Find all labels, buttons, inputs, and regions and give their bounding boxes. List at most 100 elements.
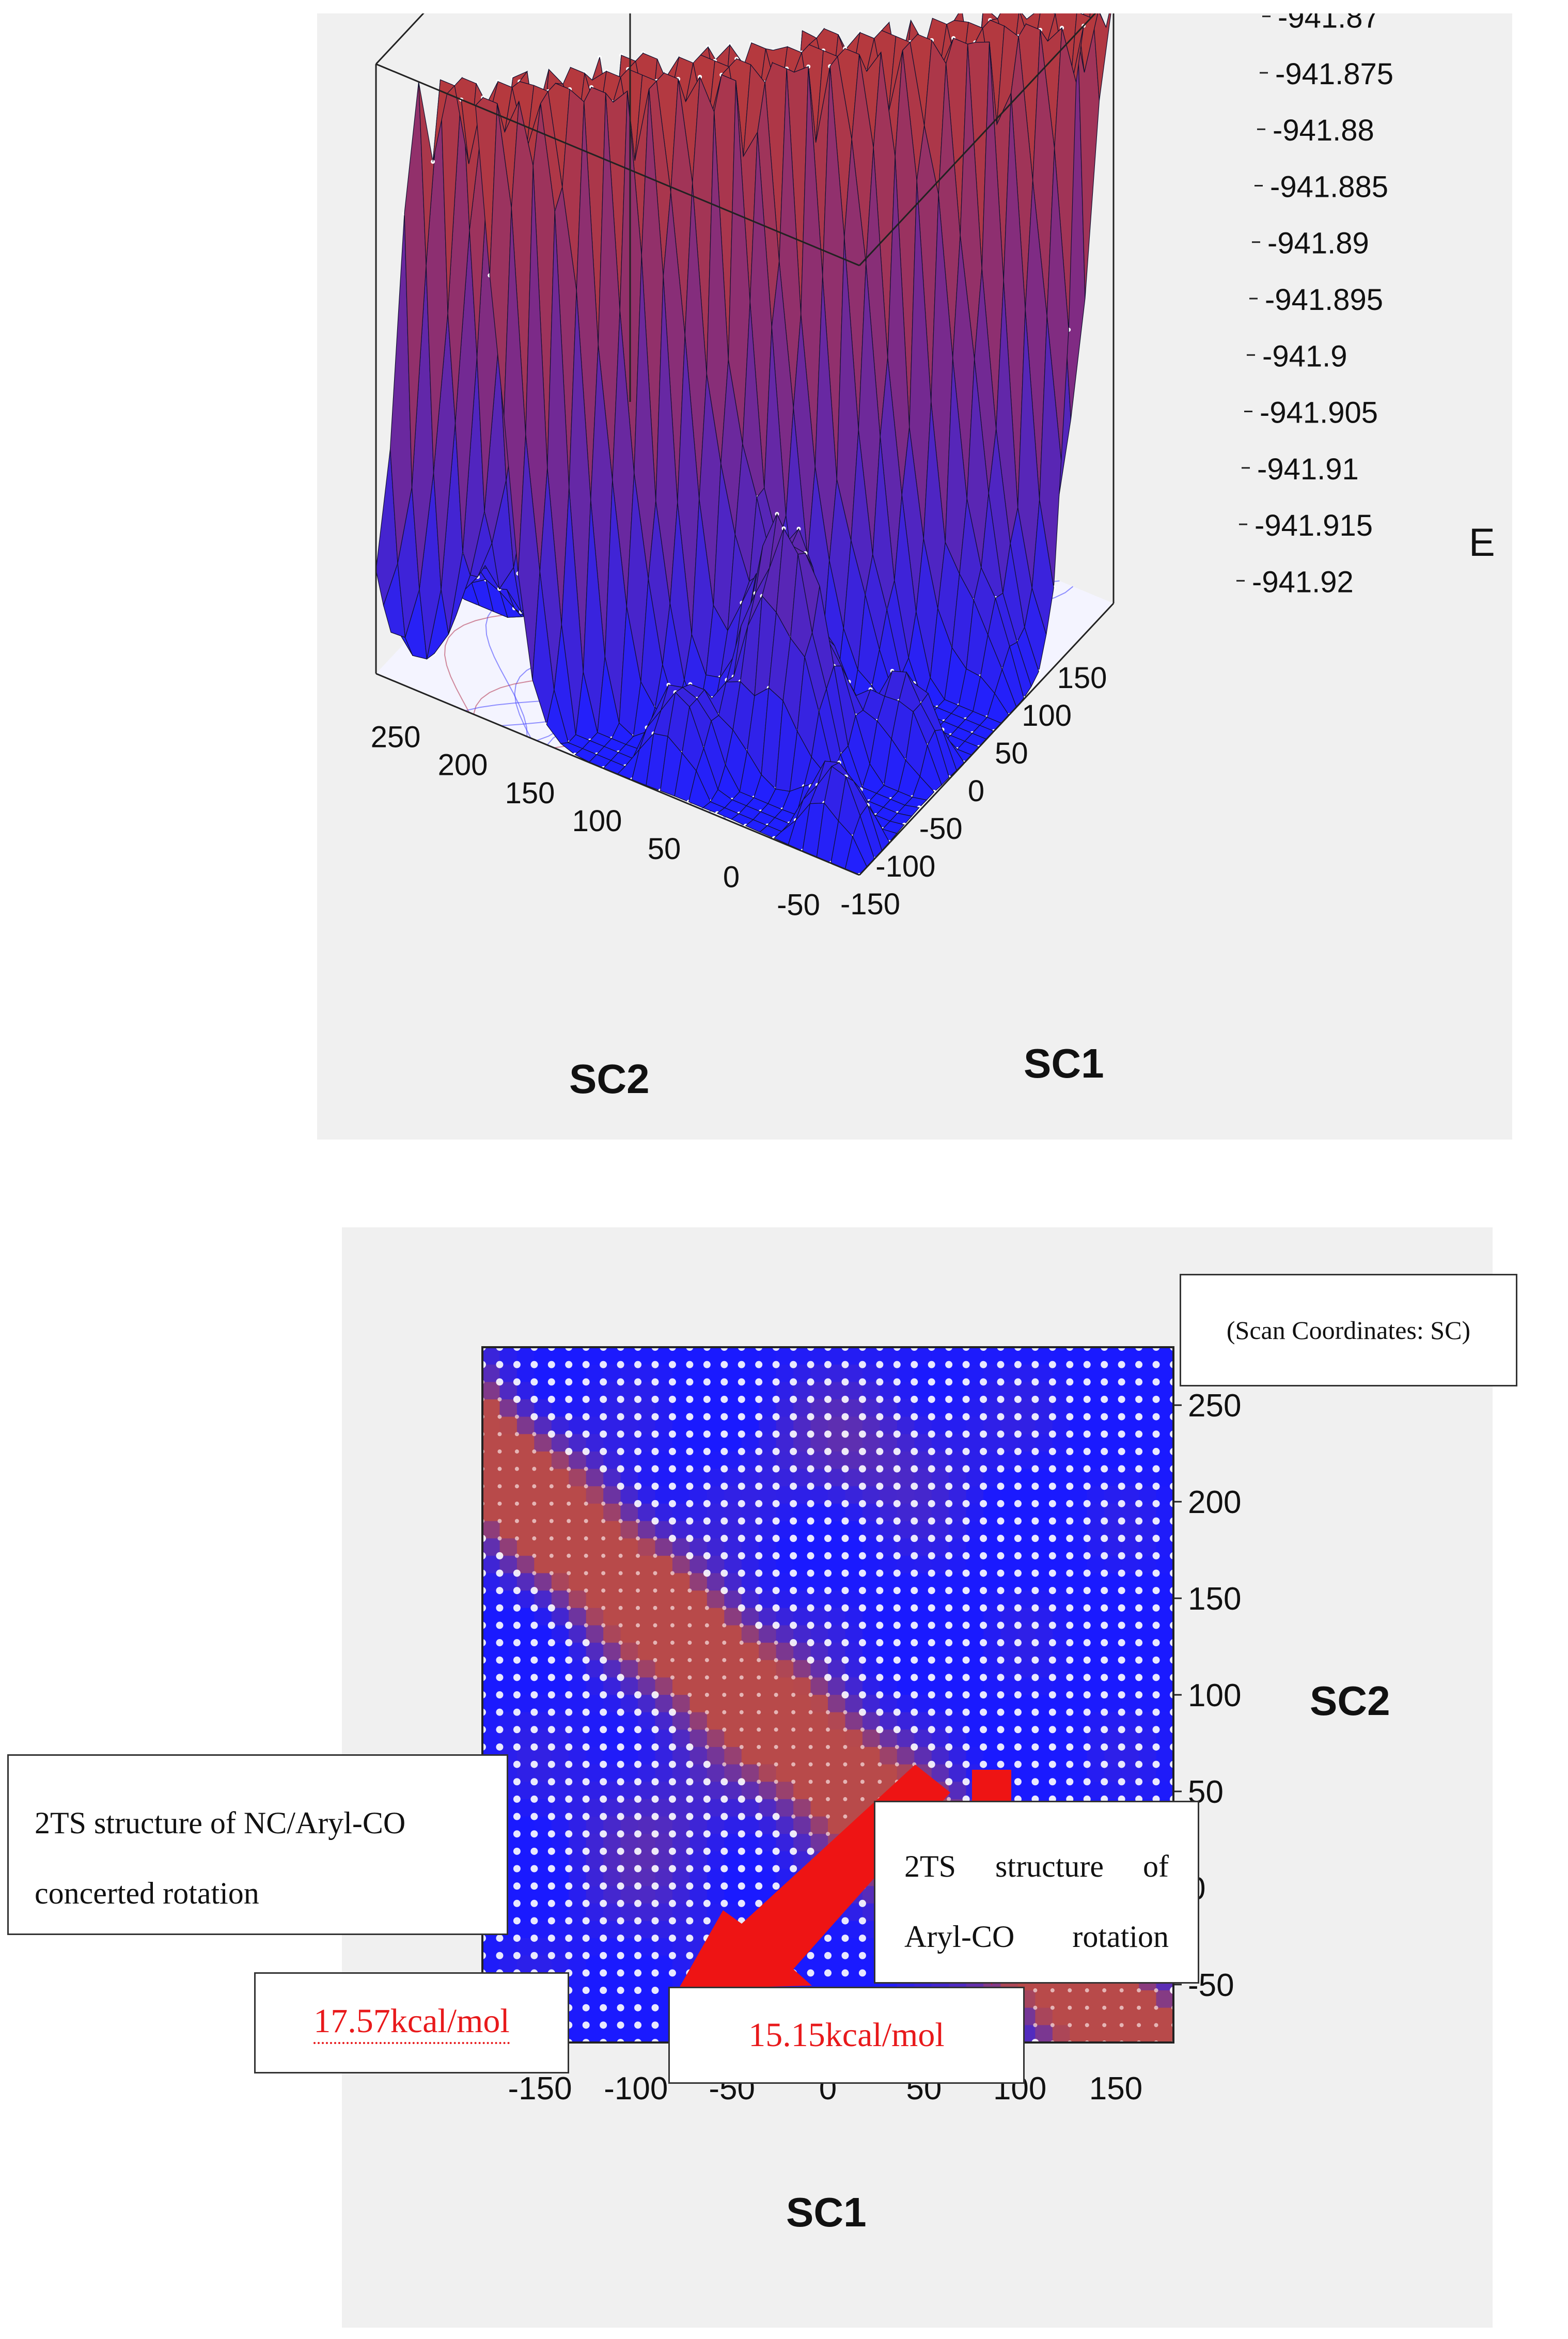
heatmap-cell (793, 1434, 811, 1452)
grid-point (1048, 1361, 1056, 1368)
heatmap-cell (707, 1660, 725, 1678)
heatmap-cell (707, 1416, 725, 1434)
heatmap-cell (1087, 1416, 1105, 1434)
grid-point (790, 1361, 797, 1368)
grid-point (720, 1465, 728, 1473)
grid-point (790, 1639, 797, 1647)
grid-point (841, 1517, 849, 1525)
grid-point (513, 1830, 521, 1838)
heatmap-cell (603, 1851, 621, 1869)
z-tick-label: -941.91 (1257, 453, 1359, 486)
grid-point (618, 1501, 623, 1506)
heatmap-cell (1052, 1521, 1070, 1539)
grid-point (980, 1569, 987, 1577)
heatmap-cell (551, 1590, 569, 1609)
heatmap-cell (1087, 1382, 1105, 1400)
grid-point (808, 1693, 813, 1697)
grid-point (911, 1569, 918, 1577)
heatmap-cell (1017, 1382, 1036, 1400)
grid-point (928, 1465, 935, 1473)
grid-point (703, 1899, 711, 1907)
heatmap-cell (655, 1555, 673, 1574)
grid-point (824, 1604, 832, 1612)
grid-point (651, 1830, 659, 1838)
heatmap-cell (603, 1834, 621, 1852)
heatmap-cell (586, 1747, 604, 1765)
heatmap-cell (707, 1747, 725, 1765)
grid-point (1101, 1726, 1108, 1734)
grid-point (617, 2004, 624, 2011)
heatmap-cell (1156, 1608, 1173, 1626)
heatmap-cell (638, 1990, 656, 2008)
heatmap-cell (655, 1538, 673, 1556)
grid-point (807, 1621, 814, 1629)
grid-point (670, 1571, 675, 1576)
heatmap-cell (638, 1712, 656, 1730)
grid-point (1068, 1988, 1072, 1993)
heatmap-cell (983, 1451, 1001, 1470)
heatmap-cell (862, 1625, 880, 1643)
grid-point (513, 1378, 521, 1386)
heatmap-cell (689, 1712, 708, 1730)
grid-point (496, 1569, 504, 1577)
grid-point (549, 1571, 554, 1576)
heatmap-cell (845, 1590, 863, 1609)
heatmap-cell (569, 1608, 587, 1626)
heatmap-cell (880, 1695, 898, 1713)
heatmap-cell (707, 1347, 725, 1365)
grid-point (617, 1465, 624, 1473)
grid-point (945, 1778, 953, 1786)
grid-point (565, 1830, 573, 1838)
heatmap-cell (482, 1416, 500, 1434)
grid-point (687, 1623, 692, 1628)
grid-point (514, 1449, 519, 1454)
grid-point (565, 1674, 573, 1681)
grid-point (1048, 1447, 1056, 1455)
grid-point (513, 1778, 521, 1786)
grid-point (755, 1882, 763, 1890)
grid-point (790, 1587, 797, 1595)
heatmap-cell (741, 1868, 759, 1886)
grid-point (547, 1743, 555, 1751)
heatmap-cell (638, 1729, 656, 1748)
heatmap-cell (620, 2025, 638, 2042)
grid-point (858, 1361, 866, 1368)
grid-point (582, 1361, 590, 1368)
heatmap-cell (741, 1712, 759, 1730)
heatmap-cell (1139, 1729, 1157, 1748)
grid-point (651, 1378, 659, 1386)
heatmap-cell (672, 1590, 690, 1609)
grid-point (1014, 1760, 1022, 1768)
heatmap-cell (931, 1712, 949, 1730)
heatmap-cell (1035, 1399, 1053, 1417)
grid-point (530, 1604, 538, 1612)
grid-point (876, 1726, 884, 1734)
heatmap-cell (689, 1451, 708, 1470)
heatmap-cell (810, 1747, 828, 1765)
heatmap-cell (880, 1347, 898, 1365)
heatmap-cell (1121, 1521, 1139, 1539)
grid-point (807, 1969, 814, 1977)
heatmap-cell (1139, 1590, 1157, 1609)
grid-point (755, 1447, 763, 1455)
heatmap-cell (516, 1886, 535, 1904)
heatmap-cell (1156, 1782, 1173, 1800)
heatmap-cell (741, 1834, 759, 1852)
heatmap-cell (1087, 1538, 1105, 1556)
heatmap-cell (931, 1590, 949, 1609)
grid-point (893, 1674, 901, 1681)
grid-point (1135, 1743, 1143, 1751)
grid-point (893, 1587, 901, 1595)
heatmap-cell (724, 1712, 742, 1730)
heatmap-cell (862, 1521, 880, 1539)
heatmap-cell (516, 1677, 535, 1695)
grid-point (600, 1708, 607, 1716)
heatmap-cell (638, 1382, 656, 1400)
grid-point (790, 1413, 797, 1421)
grid-point (757, 1727, 761, 1732)
heatmap-cell (880, 1712, 898, 1730)
heatmap-cell (759, 1521, 777, 1539)
grid-point (634, 1413, 642, 1421)
heatmap-cell (880, 1521, 898, 1539)
